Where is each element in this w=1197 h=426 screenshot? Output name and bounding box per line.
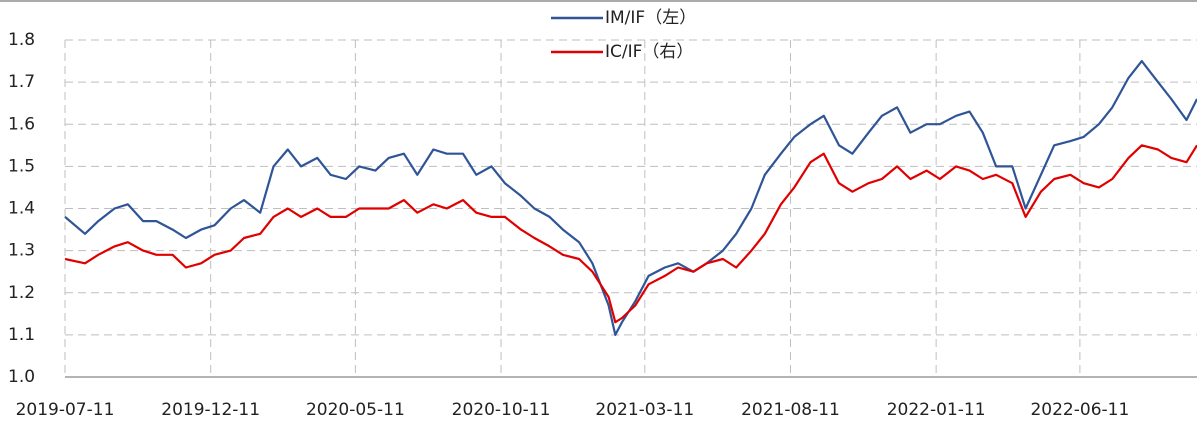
x-tick-label: 2020-05-11 [306,400,405,420]
x-tick-label: 2019-07-11 [16,400,115,420]
x-tick-label: 2020-10-11 [452,400,551,420]
y-tick-label: 1.0 [8,367,35,387]
x-tick-label: 2021-08-11 [741,400,840,420]
legend-label: IC/IF（右） [605,42,693,62]
y-tick-label: 1.5 [8,156,35,176]
y-tick-label: 1.6 [8,114,35,134]
y-tick-label: 1.1 [8,325,35,345]
legend-label: IM/IF（左） [605,8,696,28]
x-tick-label: 2019-12-11 [161,400,260,420]
series-line [64,144,1197,324]
y-tick-label: 1.3 [8,241,35,261]
x-tick-label: 2022-01-11 [887,400,986,420]
y-tick-label: 1.2 [8,283,35,303]
y-tick-label: 1.8 [8,30,35,50]
x-tick-label: 2021-03-11 [595,400,694,420]
x-tick-label: 2022-06-11 [1030,400,1129,420]
y-tick-label: 1.4 [8,199,35,219]
series-line [64,60,1197,336]
y-tick-label: 1.7 [8,72,35,92]
